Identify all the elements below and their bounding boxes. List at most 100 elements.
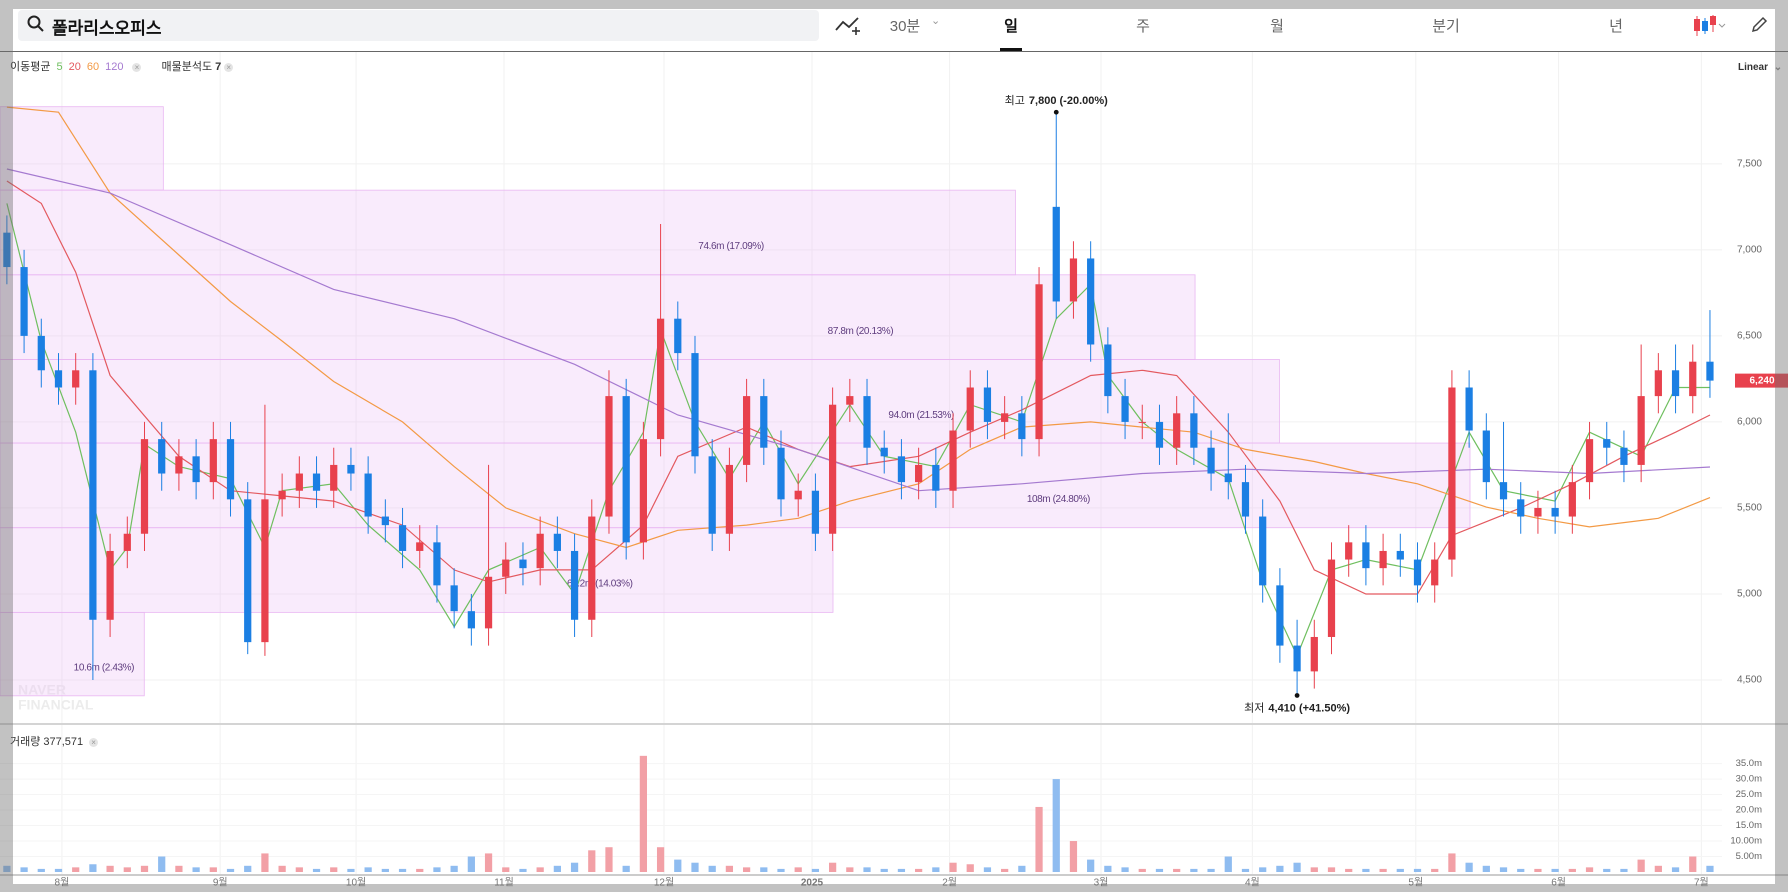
legend-entry: 60 [86,61,100,73]
period-tab[interactable]: 주 [1136,18,1150,35]
volume-bar [1482,865,1490,872]
search-query: 폴라리스오피스 [52,19,162,38]
candle-body [863,396,871,448]
candle-body [1706,361,1714,381]
candle-body [1465,387,1473,431]
low-annotation: 최저 4,410 (+41.50%) [1244,701,1350,714]
volume-bar [966,864,974,872]
candle-body [1534,507,1542,517]
volume-bar [760,867,768,872]
close-button[interactable]: × [224,62,234,72]
candle-body [1689,361,1697,397]
candle-body [846,396,854,405]
period-tab[interactable]: 년 [1609,18,1623,35]
volume-bar [398,868,407,872]
candle-body [106,550,114,620]
volume-bar [863,867,871,872]
legend-series: 5 20 60 120 [53,61,126,73]
volume-bar [622,865,630,872]
volume-bar [1413,868,1422,872]
period-tab[interactable]: 분기 [1432,18,1460,35]
volume-bar [209,867,217,872]
candle-body [1069,258,1078,302]
candle-body [674,318,682,354]
scale-toggle[interactable]: Linear ⌄ [1738,62,1783,73]
volume-bar [502,867,510,872]
volume-bar [983,867,992,872]
candle-body [1190,413,1198,448]
x-tick-label: 12월 [654,877,674,889]
volume-bar [674,859,682,872]
scale-label: Linear [1738,62,1769,73]
draw-icon[interactable] [1750,15,1770,35]
y-tick-label: 10.00m [1730,836,1762,847]
candle-body [622,396,630,543]
candle-body [811,490,820,534]
candle-body [1207,447,1215,474]
candle-body [1224,473,1232,483]
candle-body [433,542,441,586]
volume-bar [54,868,63,872]
y-tick-label: 6,500 [1737,331,1762,342]
volume-bar [72,867,80,872]
close-button[interactable]: × [89,737,99,747]
candle-body [1517,499,1525,517]
candle-body [794,490,802,500]
indicator-icon[interactable] [834,14,862,36]
candle-body [1327,559,1336,637]
volume-bar [1069,841,1078,872]
candle-body [1259,516,1267,586]
last-price-label: 6,240 [1749,375,1774,386]
candle-body [1671,370,1680,397]
chart-type-icon[interactable] [1692,14,1726,38]
legend-entry: 120 [105,61,124,73]
y-tick-label: 30.0m [1736,774,1762,785]
candle-body [1362,542,1370,569]
x-tick-label: 4월 [1245,877,1260,889]
candle-body [1637,396,1645,465]
volume-profile-label: 87.8m (20.13%) [828,326,894,337]
top-bar: 폴라리스오피스 30분 ⌄ 일 주 월 분기 년 [0,0,1788,52]
x-tick-label: 9월 [213,877,228,889]
candle-body [656,318,665,440]
y-tick-label: 7,000 [1737,244,1762,255]
volume-bar [433,867,441,872]
candle-body [1345,542,1353,560]
last-price-tag [1735,373,1788,388]
period-tab[interactable]: 30분 [889,18,921,35]
candle-body [1413,559,1422,586]
volume-bar [175,865,183,872]
volume-bar [1689,856,1697,872]
candle-body [536,533,544,569]
candle-body [1241,482,1250,517]
y-tick-label: 5,500 [1737,503,1762,514]
candle-body [398,525,407,551]
period-tab[interactable]: 일 [1004,18,1018,35]
annotation-value: 4,410 (+41.50%) [1268,702,1350,714]
candle-body [1620,447,1628,465]
volume-bar [467,856,475,872]
ma-line [6,106,1711,549]
volume-bar [484,853,493,872]
profile-title: 매물분석도 [161,61,213,73]
candle-body [244,499,252,643]
volume-bar [1276,865,1284,872]
candle-body [192,456,200,483]
candle-body [278,490,286,500]
candle-body [1121,396,1129,422]
search-box[interactable] [18,10,819,41]
y-tick-label: 6,000 [1737,417,1762,428]
watermark: NAVER [18,682,66,698]
active-underline [1000,48,1022,51]
volume-title: 거래량 [10,736,41,748]
volume-bar [261,853,269,872]
candle-body [175,456,183,474]
y-tick-label: 20.0m [1736,805,1762,816]
candle-body [880,447,888,457]
volume-bar [226,868,235,872]
high-marker [1053,109,1059,115]
period-tab[interactable]: 월 [1270,18,1284,35]
close-button[interactable]: × [132,62,142,72]
candle-body [312,473,321,491]
volume-bar [364,867,372,872]
